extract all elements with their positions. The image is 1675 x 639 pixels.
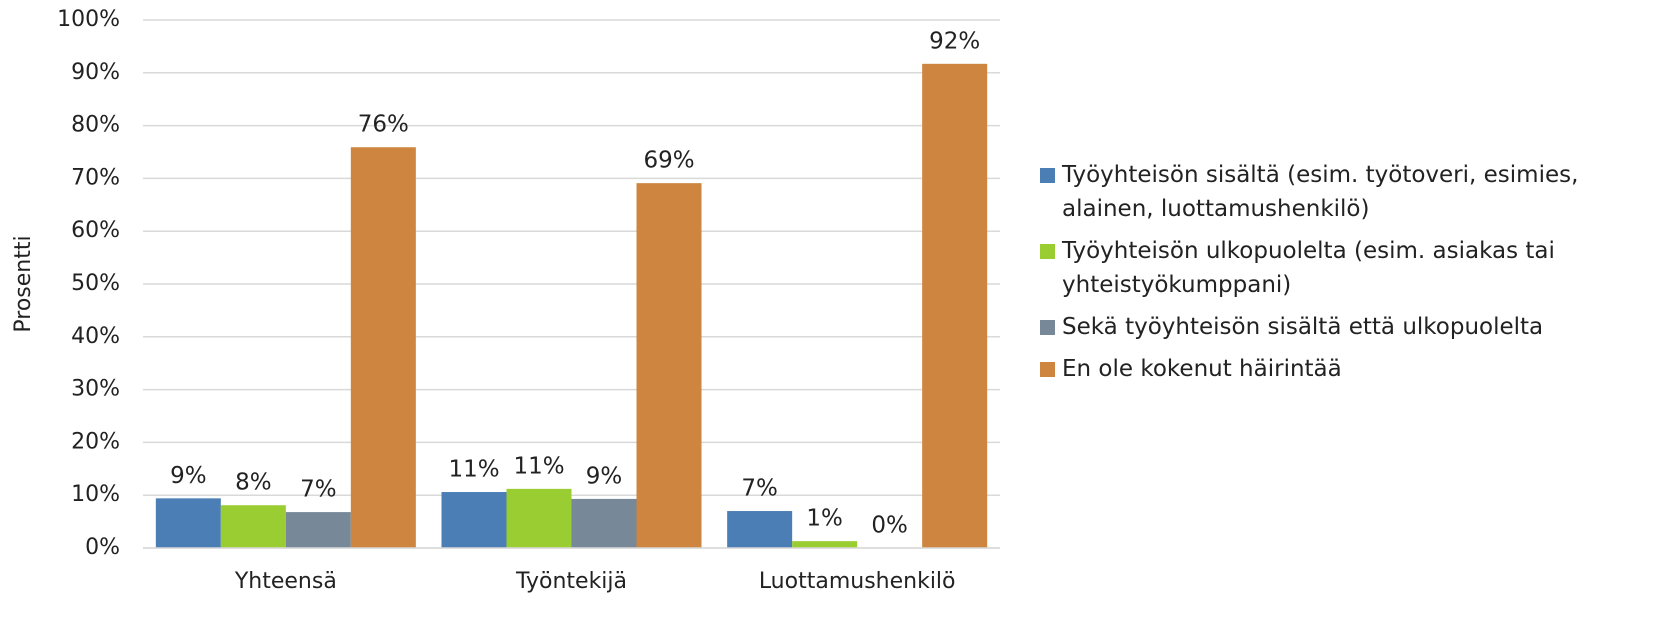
data-label: 1% [806,506,843,532]
y-tick-label: 0% [85,535,120,560]
legend-swatch [1040,320,1055,335]
y-tick-label: 40% [71,324,120,349]
chart: Prosentti 0% 10% 20% 30% 40% 50% 60% 70% 80% 90% 1… [11,7,1000,594]
data-label: 9% [170,463,207,489]
legend-swatch [1040,168,1055,183]
bar [285,512,351,548]
bar [727,511,793,548]
legend-label: Sekä työyhteisön sisältä että ulkopuolel… [1062,314,1544,340]
legend-item: Sekä työyhteisön sisältä että ulkopuolel… [1040,310,1660,344]
bar [220,505,286,548]
legend-label: Työyhteisön ulkopuolelta (esim. asiakas … [1062,238,1555,298]
legend-item: En ole kokenut häirintää [1040,352,1660,386]
y-tick-label: 10% [71,482,120,507]
y-tick-label: 30% [71,377,120,402]
data-label: 7% [300,477,337,503]
legend-label: Työyhteisön sisältä (esim. työtoveri, es… [1062,162,1579,222]
bar [350,147,416,549]
bar [155,498,221,548]
data-label: 69% [643,148,694,174]
data-label: 11% [513,453,564,479]
legend-item: Työyhteisön ulkopuolelta (esim. asiakas … [1040,234,1660,302]
y-tick-label: 70% [71,165,120,190]
data-label: 76% [358,112,409,138]
y-tick-label: 20% [71,429,120,454]
x-tick-label: Työntekijä [515,569,627,594]
data-label: 11% [448,457,499,483]
bar [571,498,637,548]
x-tick-label: Yhteensä [234,569,337,594]
data-label: 0% [871,513,908,539]
y-tick-label: 100% [57,7,120,32]
bar [792,541,858,548]
bar [922,63,988,548]
y-axis-title: Prosentti [11,235,36,332]
y-tick-label: 60% [71,218,120,243]
bar [506,488,572,548]
data-label: 8% [235,470,272,496]
legend: Työyhteisön sisältä (esim. työtoveri, es… [1040,158,1660,394]
data-label: 7% [741,476,778,502]
bar [636,183,702,549]
legend-label: En ole kokenut häirintää [1062,356,1342,382]
legend-item: Työyhteisön sisältä (esim. työtoveri, es… [1040,158,1660,226]
legend-swatch [1040,362,1055,377]
x-tick-label: Luottamushenkilö [759,569,956,594]
legend-swatch [1040,244,1055,259]
bar [441,492,507,548]
y-tick-label: 80% [71,113,120,138]
data-label: 92% [929,28,980,54]
data-label: 9% [586,463,623,489]
y-tick-label: 90% [71,60,120,85]
y-tick-label: 50% [71,271,120,296]
